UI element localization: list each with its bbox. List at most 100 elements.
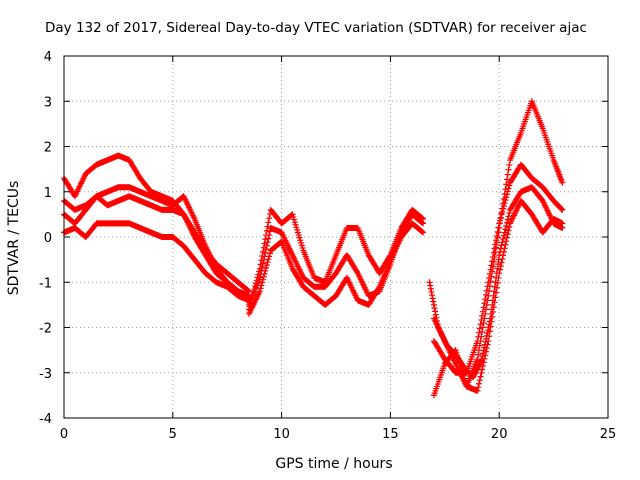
data-point: [493, 274, 500, 281]
data-point: [477, 373, 484, 380]
data-point: [265, 235, 272, 242]
data-point: [266, 253, 273, 260]
data-point: [496, 217, 503, 224]
data-point: [479, 329, 486, 336]
y-tick-label: 0: [44, 231, 52, 246]
data-point: [430, 301, 437, 308]
data-point: [493, 233, 500, 240]
data-point: [489, 301, 496, 308]
data-point: [475, 384, 482, 391]
data-point: [486, 318, 493, 325]
data-point: [490, 249, 497, 256]
axis-ticks: 0 5 10 15 20 25 -4 -3 -2 -1 0 1 2 3 4: [39, 50, 616, 442]
data-point: [263, 246, 270, 253]
data-point: [498, 259, 505, 266]
y-tick-label: -2: [39, 322, 52, 337]
y-tick-label: -3: [39, 367, 52, 382]
data-point: [266, 250, 273, 257]
data-point: [431, 305, 438, 312]
y-axis-label: SDTVAR / TECUs: [6, 180, 22, 296]
data-point: [506, 161, 513, 168]
data-point: [420, 229, 427, 236]
data-point: [479, 353, 486, 360]
data-point: [501, 229, 508, 236]
data-point: [506, 223, 513, 230]
x-tick-label: 10: [273, 427, 290, 442]
data-point: [426, 279, 433, 286]
data-point: [485, 279, 492, 286]
data-point: [419, 219, 426, 226]
data-point: [494, 228, 501, 235]
data-point: [492, 279, 499, 286]
data-point: [506, 210, 513, 217]
data-point: [484, 329, 491, 336]
x-tick-label: 20: [491, 427, 508, 442]
data-point: [433, 314, 440, 321]
data-point: [475, 333, 482, 340]
data-point: [260, 273, 267, 280]
data-point: [257, 285, 264, 292]
data-point: [482, 291, 489, 298]
data-point: [479, 308, 486, 315]
data-point: [419, 228, 426, 235]
data-point: [492, 241, 499, 248]
data-point: [500, 232, 507, 239]
data-point: [491, 283, 498, 290]
data-point: [491, 245, 498, 252]
data-point: [503, 191, 510, 198]
data-point: [265, 256, 272, 263]
data-point: [264, 239, 271, 246]
data-point: [259, 260, 266, 267]
data-point: [497, 245, 504, 252]
data-point: [434, 318, 441, 325]
x-tick-label: 25: [600, 427, 617, 442]
data-point: [375, 285, 382, 292]
data-point: [477, 321, 484, 328]
data-point: [506, 182, 513, 189]
data-point: [502, 197, 509, 204]
data-point: [432, 311, 439, 318]
data-point: [259, 264, 266, 271]
data-point: [483, 287, 490, 294]
data-point: [263, 242, 270, 249]
data-point: [256, 274, 263, 281]
data-point: [502, 241, 509, 248]
data-point: [429, 292, 436, 299]
data-point: [427, 282, 434, 289]
data-point: [502, 226, 509, 233]
data-point: [481, 344, 488, 351]
data-point: [259, 276, 266, 283]
data-point: [503, 194, 510, 201]
data-point: [491, 288, 498, 295]
data-point: [475, 380, 482, 387]
data-point: [500, 205, 507, 212]
data-point: [476, 377, 483, 384]
data-point: [495, 256, 502, 263]
data-point: [498, 242, 505, 249]
data-point: [499, 208, 506, 215]
data-point: [504, 171, 511, 178]
data-point: [500, 235, 507, 242]
data-point: [499, 255, 506, 262]
data-point: [485, 327, 492, 334]
data-point: [487, 266, 494, 273]
data-point: [434, 321, 441, 328]
series-track-8: [430, 98, 566, 390]
data-point: [475, 329, 482, 336]
data-point: [495, 229, 502, 236]
data-point: [505, 213, 512, 220]
data-point: [427, 285, 434, 292]
data-point: [420, 220, 427, 227]
data-point: [479, 324, 486, 331]
data-point: [480, 304, 487, 311]
series-track-5: [245, 206, 427, 313]
data-point: [245, 288, 252, 295]
data-point: [428, 288, 435, 295]
data-point: [262, 267, 269, 274]
data-point: [432, 308, 439, 315]
data-point: [501, 200, 508, 207]
data-point: [486, 275, 493, 282]
data-point: [496, 252, 503, 259]
data-point: [474, 387, 481, 394]
data-point: [263, 265, 270, 272]
